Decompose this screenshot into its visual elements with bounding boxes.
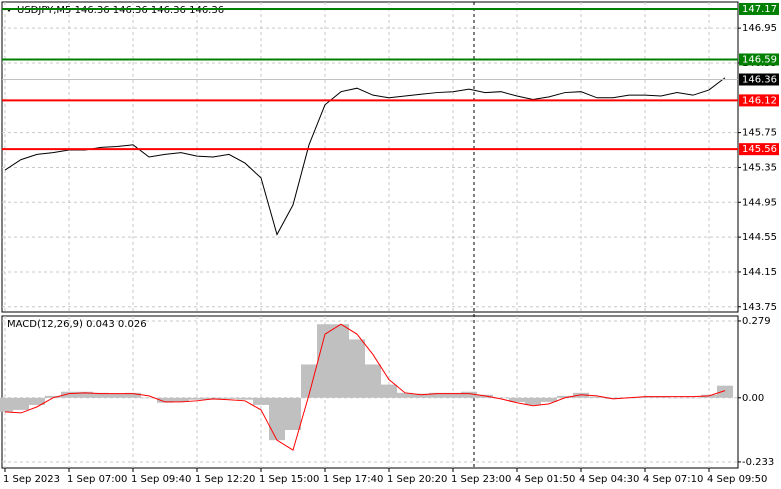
level-label: 146.59 bbox=[742, 54, 777, 65]
x-tick-label: 1 Sep 17:40 bbox=[323, 474, 383, 485]
histogram-bar bbox=[13, 397, 29, 410]
x-tick-label: 1 Sep 20:20 bbox=[387, 474, 447, 485]
x-tick-label: 1 Sep 15:00 bbox=[259, 474, 319, 485]
y-tick-label: 145.35 bbox=[742, 162, 777, 173]
level-label: 147.17 bbox=[742, 4, 777, 15]
histogram-bar bbox=[125, 392, 141, 398]
histogram-bar bbox=[365, 364, 381, 398]
histogram-bar bbox=[653, 396, 669, 398]
x-tick-label: 4 Sep 04:30 bbox=[579, 474, 639, 485]
level-label-bg bbox=[739, 143, 779, 156]
histogram-bar bbox=[269, 397, 285, 441]
histogram-bar bbox=[253, 397, 269, 405]
x-tick-label: 4 Sep 07:10 bbox=[643, 474, 703, 485]
price-panel bbox=[1, 1, 739, 313]
histogram-bar bbox=[525, 397, 541, 405]
histogram-bar bbox=[461, 391, 477, 398]
y-tick-label: 146.95 bbox=[742, 23, 777, 34]
histogram-bar bbox=[109, 393, 125, 398]
histogram-bar bbox=[557, 395, 573, 398]
price-title: USDJPY,M5 146.36 146.36 146.36 146.36 bbox=[17, 5, 224, 16]
histogram-bar bbox=[173, 397, 189, 402]
histogram-bar bbox=[0, 397, 13, 412]
histogram-bar bbox=[589, 396, 605, 398]
histogram-bar bbox=[157, 397, 173, 403]
histogram-bar bbox=[45, 395, 61, 398]
x-tick-label: 1 Sep 2023 bbox=[3, 474, 60, 485]
histogram-bar bbox=[637, 396, 653, 398]
histogram-bar bbox=[349, 339, 365, 398]
histogram-bar bbox=[445, 392, 461, 398]
histogram-bar bbox=[381, 384, 397, 398]
histogram-bar bbox=[221, 397, 237, 399]
histogram-bar bbox=[77, 391, 93, 398]
level-label-bg bbox=[739, 94, 779, 107]
y-tick-label: 145.75 bbox=[742, 128, 777, 139]
histogram-bar bbox=[29, 397, 45, 405]
y-tick-label: 144.15 bbox=[742, 267, 777, 278]
histogram-bar bbox=[605, 397, 621, 399]
x-tick-label: 1 Sep 07:00 bbox=[67, 474, 127, 485]
histogram-bar bbox=[93, 392, 109, 398]
x-tick-label: 1 Sep 09:40 bbox=[131, 474, 191, 485]
histogram-bar bbox=[669, 397, 685, 399]
histogram-bar bbox=[189, 397, 205, 400]
histogram-bar bbox=[141, 397, 157, 399]
histogram-bar bbox=[237, 397, 253, 400]
histogram-bar bbox=[685, 397, 701, 399]
y-tick-label: 144.55 bbox=[742, 232, 777, 243]
histogram-bar bbox=[573, 392, 589, 398]
price-line bbox=[4, 77, 726, 236]
macd-title: MACD(12,26,9) 0.043 0.026 bbox=[7, 319, 147, 330]
y-tick-label: 0.00 bbox=[742, 393, 764, 404]
histogram-bar bbox=[509, 397, 525, 402]
histogram-bar bbox=[301, 364, 317, 398]
level-label: 145.56 bbox=[742, 144, 777, 155]
histogram-bar bbox=[317, 324, 333, 398]
x-tick-label: 1 Sep 23:00 bbox=[451, 474, 511, 485]
current-price-bg bbox=[739, 73, 779, 86]
y-tick-label: 144.95 bbox=[742, 197, 777, 208]
histogram-bar bbox=[541, 397, 557, 402]
histogram-bar bbox=[413, 393, 429, 398]
x-tick-label: 4 Sep 09:50 bbox=[707, 474, 767, 485]
histogram-bar bbox=[61, 391, 77, 398]
x-tick-label: 4 Sep 01:50 bbox=[515, 474, 575, 485]
x-tick-label: 1 Sep 12:20 bbox=[195, 474, 255, 485]
level-label: 146.12 bbox=[742, 95, 777, 106]
level-label-bg bbox=[739, 53, 779, 66]
current-price-label: 146.36 bbox=[742, 75, 777, 86]
histogram-bar bbox=[429, 392, 445, 398]
histogram-bar bbox=[493, 397, 509, 399]
level-label-bg bbox=[739, 2, 779, 15]
histogram-bar bbox=[397, 392, 413, 398]
signal-line bbox=[4, 323, 726, 451]
histogram-bar bbox=[333, 324, 349, 398]
y-tick-label: 0.279 bbox=[742, 316, 771, 327]
histogram-bar bbox=[717, 385, 733, 398]
y-tick-label: 143.75 bbox=[742, 302, 777, 313]
y-tick-label: -0.233 bbox=[742, 457, 774, 468]
histogram-bar bbox=[285, 397, 301, 430]
